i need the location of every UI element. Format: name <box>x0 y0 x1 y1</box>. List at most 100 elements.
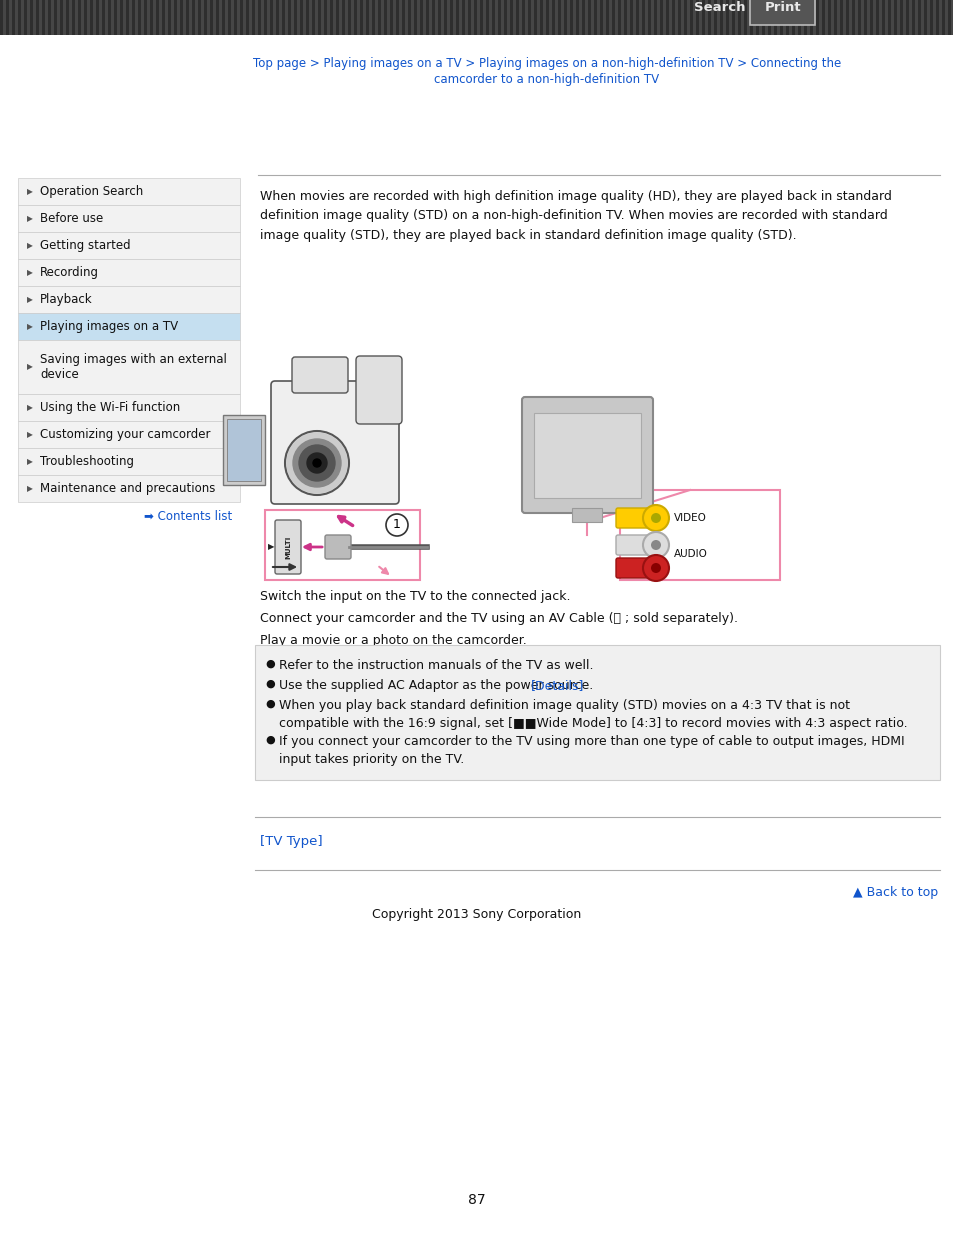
FancyBboxPatch shape <box>419 0 422 35</box>
FancyBboxPatch shape <box>398 0 401 35</box>
FancyBboxPatch shape <box>309 0 312 35</box>
FancyBboxPatch shape <box>96 0 99 35</box>
Circle shape <box>642 505 668 531</box>
FancyBboxPatch shape <box>516 0 518 35</box>
FancyBboxPatch shape <box>935 0 938 35</box>
FancyBboxPatch shape <box>111 0 113 35</box>
Text: Using the Wi-Fi function: Using the Wi-Fi function <box>40 401 180 414</box>
FancyBboxPatch shape <box>917 0 920 35</box>
FancyBboxPatch shape <box>743 0 746 35</box>
FancyBboxPatch shape <box>66 0 69 35</box>
FancyBboxPatch shape <box>932 0 935 35</box>
FancyBboxPatch shape <box>944 0 947 35</box>
FancyBboxPatch shape <box>223 415 265 485</box>
FancyBboxPatch shape <box>414 0 416 35</box>
FancyBboxPatch shape <box>863 0 866 35</box>
FancyBboxPatch shape <box>534 412 640 498</box>
FancyBboxPatch shape <box>699 0 701 35</box>
FancyBboxPatch shape <box>123 0 126 35</box>
Text: ▶: ▶ <box>27 363 33 372</box>
FancyBboxPatch shape <box>177 0 180 35</box>
FancyBboxPatch shape <box>294 0 296 35</box>
FancyBboxPatch shape <box>875 0 878 35</box>
FancyBboxPatch shape <box>270 0 273 35</box>
FancyBboxPatch shape <box>341 0 345 35</box>
FancyBboxPatch shape <box>641 0 644 35</box>
FancyBboxPatch shape <box>539 0 542 35</box>
FancyBboxPatch shape <box>725 0 728 35</box>
FancyBboxPatch shape <box>215 0 219 35</box>
FancyBboxPatch shape <box>384 0 387 35</box>
FancyBboxPatch shape <box>138 0 141 35</box>
FancyBboxPatch shape <box>492 0 495 35</box>
FancyBboxPatch shape <box>393 0 395 35</box>
Circle shape <box>650 563 660 573</box>
FancyBboxPatch shape <box>210 0 213 35</box>
FancyBboxPatch shape <box>387 0 390 35</box>
Text: Troubleshooting: Troubleshooting <box>40 454 133 468</box>
Circle shape <box>293 438 340 487</box>
FancyBboxPatch shape <box>6 0 9 35</box>
FancyBboxPatch shape <box>69 0 71 35</box>
FancyBboxPatch shape <box>833 0 836 35</box>
FancyBboxPatch shape <box>198 0 201 35</box>
FancyBboxPatch shape <box>141 0 144 35</box>
FancyBboxPatch shape <box>275 0 278 35</box>
FancyBboxPatch shape <box>659 0 662 35</box>
FancyBboxPatch shape <box>680 0 683 35</box>
FancyBboxPatch shape <box>257 0 261 35</box>
FancyBboxPatch shape <box>794 0 797 35</box>
FancyBboxPatch shape <box>872 0 875 35</box>
FancyBboxPatch shape <box>560 0 563 35</box>
FancyBboxPatch shape <box>422 0 426 35</box>
FancyBboxPatch shape <box>612 0 615 35</box>
FancyBboxPatch shape <box>815 0 818 35</box>
FancyBboxPatch shape <box>240 0 243 35</box>
FancyBboxPatch shape <box>105 0 108 35</box>
Text: [Details]: [Details] <box>531 679 584 692</box>
Text: ▶: ▶ <box>27 457 33 466</box>
FancyBboxPatch shape <box>113 0 117 35</box>
FancyBboxPatch shape <box>120 0 123 35</box>
FancyBboxPatch shape <box>461 0 464 35</box>
FancyBboxPatch shape <box>333 0 335 35</box>
FancyBboxPatch shape <box>818 0 821 35</box>
FancyBboxPatch shape <box>3 0 6 35</box>
FancyBboxPatch shape <box>878 0 882 35</box>
FancyBboxPatch shape <box>408 0 411 35</box>
Text: ●: ● <box>265 679 274 689</box>
FancyBboxPatch shape <box>809 0 812 35</box>
FancyBboxPatch shape <box>18 340 240 394</box>
FancyBboxPatch shape <box>797 0 801 35</box>
FancyBboxPatch shape <box>213 0 215 35</box>
FancyBboxPatch shape <box>827 0 830 35</box>
FancyBboxPatch shape <box>42 0 45 35</box>
Text: 87: 87 <box>468 1193 485 1207</box>
Circle shape <box>313 459 320 467</box>
FancyBboxPatch shape <box>713 0 717 35</box>
FancyBboxPatch shape <box>271 382 398 504</box>
FancyBboxPatch shape <box>273 0 275 35</box>
FancyBboxPatch shape <box>168 0 171 35</box>
FancyBboxPatch shape <box>156 0 159 35</box>
FancyBboxPatch shape <box>861 0 863 35</box>
FancyBboxPatch shape <box>683 0 686 35</box>
FancyBboxPatch shape <box>581 0 584 35</box>
Text: Maintenance and precautions: Maintenance and precautions <box>40 482 215 495</box>
FancyBboxPatch shape <box>854 0 857 35</box>
FancyBboxPatch shape <box>99 0 102 35</box>
FancyBboxPatch shape <box>30 0 33 35</box>
FancyBboxPatch shape <box>84 0 87 35</box>
FancyBboxPatch shape <box>464 0 468 35</box>
FancyBboxPatch shape <box>345 0 348 35</box>
FancyBboxPatch shape <box>201 0 204 35</box>
FancyBboxPatch shape <box>578 0 581 35</box>
FancyBboxPatch shape <box>447 0 450 35</box>
FancyBboxPatch shape <box>671 0 675 35</box>
FancyBboxPatch shape <box>686 0 689 35</box>
FancyBboxPatch shape <box>171 0 173 35</box>
Text: :Signal flow: :Signal flow <box>305 559 377 573</box>
FancyBboxPatch shape <box>24 0 27 35</box>
FancyBboxPatch shape <box>770 0 773 35</box>
FancyBboxPatch shape <box>590 0 594 35</box>
